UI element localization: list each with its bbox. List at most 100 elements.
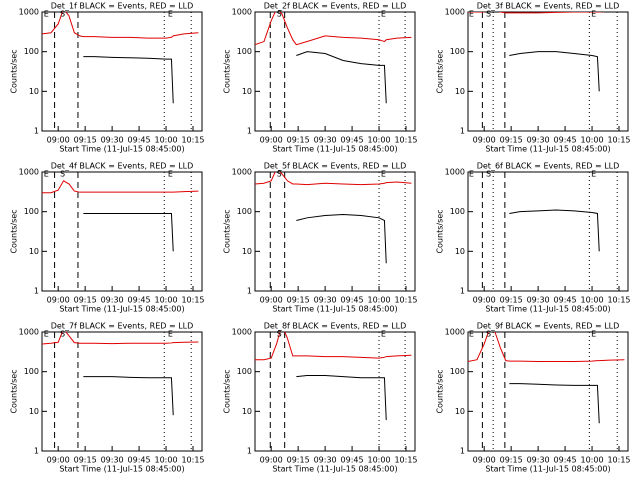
x-tick-label: 09:15 xyxy=(287,456,310,465)
x-axis-label: Start Time (11-Jul-15 08:45:00) xyxy=(272,305,397,314)
x-tick-label: 09:45 xyxy=(128,296,151,305)
x-tick-label: 10:15 xyxy=(607,296,630,305)
plot-area xyxy=(468,12,618,131)
time-marker-label: E xyxy=(381,10,386,19)
plot-frame xyxy=(467,331,629,452)
y-tick-label: 1000 xyxy=(19,168,39,177)
time-marker-label: E xyxy=(381,170,386,179)
time-marker-label: S xyxy=(277,170,282,179)
y-tick-label: 1 xyxy=(247,447,252,456)
y-tick-label: 1 xyxy=(34,287,39,296)
x-tick-label: 10:00 xyxy=(155,136,178,145)
y-tick-label: 1 xyxy=(34,447,39,456)
x-tick-label: 10:15 xyxy=(181,136,204,145)
y-tick-label: 10 xyxy=(29,87,39,96)
panel: Det_6f BLACK = Events, RED = LLD Start Ti… xyxy=(436,162,631,314)
x-tick-label: 09:30 xyxy=(314,136,337,145)
panel: Det_5f BLACK = Events, RED = LLD Start Ti… xyxy=(223,162,418,314)
x-tick-label: 10:00 xyxy=(368,456,391,465)
series-line xyxy=(509,209,600,252)
y-axis-label: Counts/sec xyxy=(10,209,19,253)
x-tick-label: 09:45 xyxy=(554,296,577,305)
x-tick-label: 09:15 xyxy=(74,296,97,305)
y-tick-label: 100 xyxy=(24,207,39,216)
chart-title: Det_9f BLACK = Events, RED = LLD xyxy=(477,322,620,331)
x-axis-label: Start Time (11-Jul-15 08:45:00) xyxy=(59,145,184,154)
time-marker-label: E xyxy=(591,330,596,339)
x-axis-label: Start Time (11-Jul-15 08:45:00) xyxy=(485,305,610,314)
chart-title: Det_5f BLACK = Events, RED = LLD xyxy=(264,162,407,171)
chart-title: Det_8f BLACK = Events, RED = LLD xyxy=(264,322,407,331)
series-line xyxy=(83,212,174,252)
series-line xyxy=(255,12,412,46)
time-marker-label: E xyxy=(44,170,49,179)
x-axis-label: Start Time (11-Jul-15 08:45:00) xyxy=(485,465,610,474)
time-marker-label: S xyxy=(60,10,65,19)
y-tick-label: 1 xyxy=(460,287,465,296)
x-tick-label: 09:45 xyxy=(554,136,577,145)
plot-frame xyxy=(254,331,416,452)
series-line xyxy=(42,12,199,39)
time-marker-label: S xyxy=(486,330,491,339)
x-tick-label: 10:00 xyxy=(581,296,604,305)
x-tick-label: 09:00 xyxy=(473,296,496,305)
x-tick-label: 09:30 xyxy=(527,136,550,145)
series-line xyxy=(255,332,412,361)
series-line xyxy=(42,180,199,194)
panel: Det_9f BLACK = Events, RED = LLD Start Ti… xyxy=(436,322,631,474)
series-line xyxy=(509,51,600,92)
time-marker-label: E xyxy=(591,170,596,179)
chart-title: Det_6f BLACK = Events, RED = LLD xyxy=(477,162,620,171)
y-tick-label: 1 xyxy=(460,447,465,456)
plot-frame xyxy=(41,331,203,452)
y-axis-label: Counts/sec xyxy=(436,369,445,413)
plot-frame xyxy=(467,171,629,292)
x-tick-label: 09:15 xyxy=(74,136,97,145)
x-tick-label: 09:30 xyxy=(314,456,337,465)
series-line xyxy=(468,12,606,14)
time-marker-label: S xyxy=(60,330,65,339)
plot-frame xyxy=(467,11,629,132)
x-tick-label: 09:15 xyxy=(287,296,310,305)
time-marker-label: E xyxy=(44,10,49,19)
series-line xyxy=(296,213,387,264)
y-tick-label: 100 xyxy=(237,367,252,376)
y-tick-label: 1000 xyxy=(19,328,39,337)
panel: Det_3f BLACK = Events, RED = LLD Start Ti… xyxy=(436,2,631,154)
y-tick-label: 1000 xyxy=(445,8,465,17)
x-tick-label: 09:30 xyxy=(101,296,124,305)
series-line xyxy=(42,332,199,345)
panel: Det_4f BLACK = Events, RED = LLD Start Ti… xyxy=(10,162,205,314)
plot-area xyxy=(255,332,412,451)
y-tick-label: 1000 xyxy=(445,168,465,177)
plot-area xyxy=(42,12,199,131)
plot-area xyxy=(255,172,412,291)
x-tick-label: 09:15 xyxy=(500,296,523,305)
x-tick-label: 09:45 xyxy=(128,136,151,145)
plot-frame xyxy=(41,11,203,132)
series-line xyxy=(255,172,412,186)
x-tick-label: 09:45 xyxy=(128,456,151,465)
x-tick-label: 10:00 xyxy=(581,456,604,465)
plot-area xyxy=(42,172,199,291)
time-marker-label: E xyxy=(168,170,173,179)
y-tick-label: 10 xyxy=(29,247,39,256)
time-marker-label: E xyxy=(469,330,474,339)
y-tick-label: 1000 xyxy=(19,8,39,17)
plot-area xyxy=(481,172,618,291)
series-line xyxy=(296,375,387,421)
y-tick-label: 10 xyxy=(29,407,39,416)
y-tick-label: 10 xyxy=(455,407,465,416)
x-tick-label: 09:45 xyxy=(341,296,364,305)
x-tick-label: 10:00 xyxy=(155,456,178,465)
y-tick-label: 1000 xyxy=(232,8,252,17)
time-marker-label: S xyxy=(60,170,65,179)
y-tick-label: 100 xyxy=(450,207,465,216)
x-axis-label: Start Time (11-Jul-15 08:45:00) xyxy=(272,465,397,474)
x-tick-label: 09:00 xyxy=(260,136,283,145)
time-marker-label: S xyxy=(277,330,282,339)
y-tick-label: 100 xyxy=(24,367,39,376)
chart-title: Det_2f BLACK = Events, RED = LLD xyxy=(264,2,407,11)
